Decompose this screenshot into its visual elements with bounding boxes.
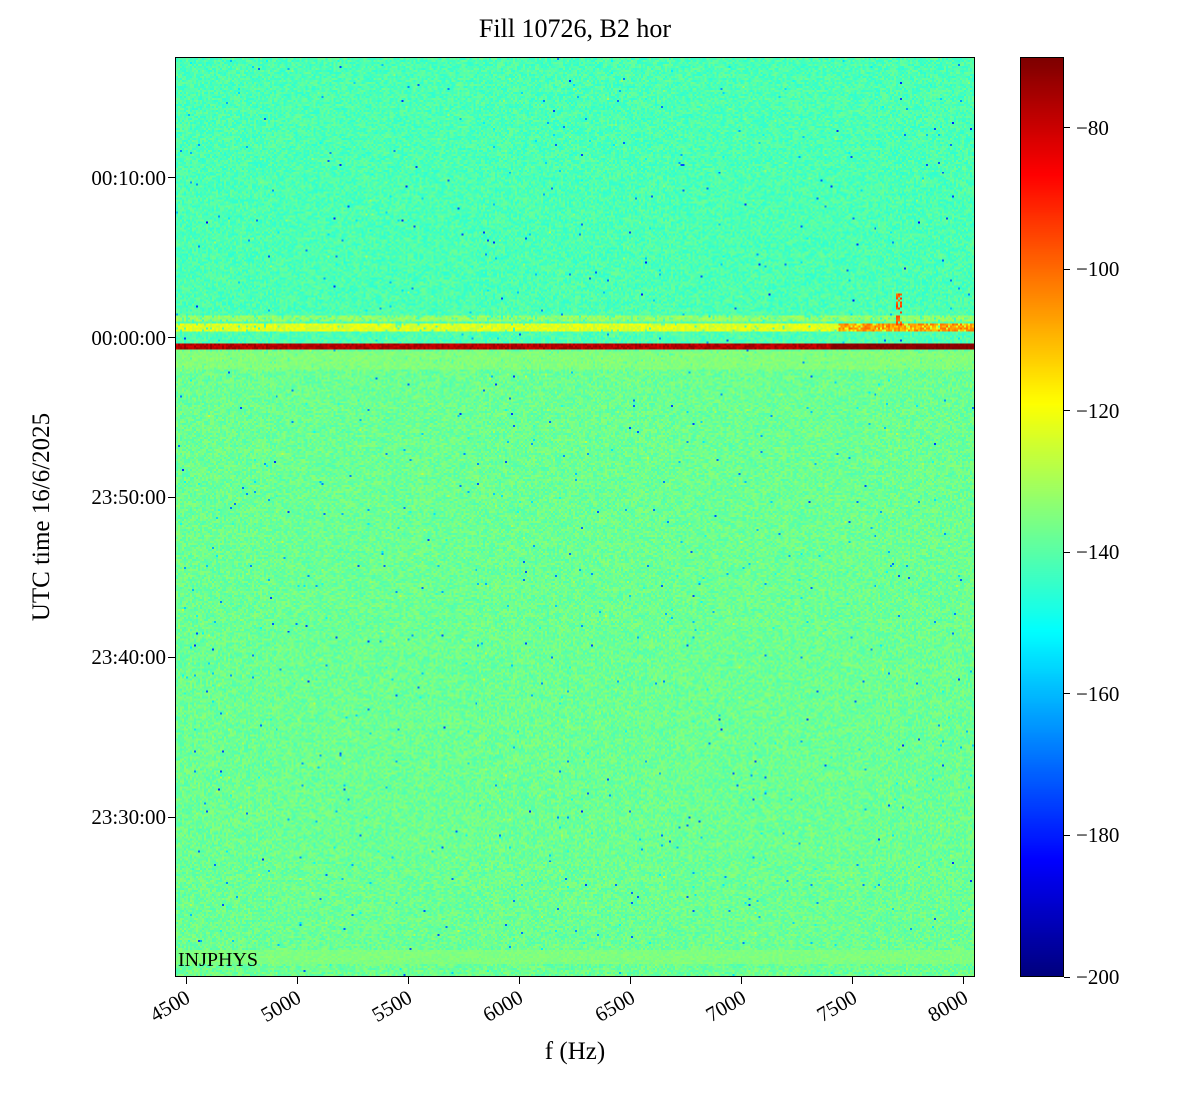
colorbar-tick-label: −80: [1076, 115, 1109, 140]
injphys-annotation: INJPHYS: [178, 949, 259, 971]
x-axis-label: f (Hz): [544, 1038, 606, 1065]
colorbar-tick-label: −120: [1076, 398, 1120, 423]
colorbar-tick-label: −140: [1076, 540, 1120, 565]
colorbar-tick-mark: [1064, 551, 1070, 553]
colorbar-tick-label: −100: [1076, 257, 1120, 282]
x-tick-mark: [630, 977, 632, 984]
y-tick-mark: [168, 337, 175, 339]
x-tick-mark: [741, 977, 743, 984]
colorbar-gradient: [1021, 58, 1063, 976]
colorbar-tick-mark: [1064, 127, 1070, 129]
plot-title: Fill 10726, B2 hor: [478, 14, 672, 43]
colorbar-tick-mark: [1064, 834, 1070, 836]
colorbar: [1020, 57, 1064, 977]
y-tick-mark: [168, 496, 175, 498]
y-axis-label: UTC time 16/6/2025: [28, 412, 55, 622]
x-tick-mark: [296, 977, 298, 984]
y-tick-mark: [168, 177, 175, 179]
x-tick-mark: [518, 977, 520, 984]
colorbar-tick-mark: [1064, 693, 1070, 695]
y-tick-mark: [168, 656, 175, 658]
colorbar-tick-label: −180: [1076, 823, 1120, 848]
colorbar-tick-label: −200: [1076, 965, 1120, 989]
y-tick-mark: [168, 816, 175, 818]
x-tick-mark: [407, 977, 409, 984]
colorbar-tick-mark: [1064, 976, 1070, 978]
colorbar-tick-mark: [1064, 410, 1070, 412]
y-tick-label: 00:00:00: [91, 325, 166, 350]
x-tick-mark: [185, 977, 187, 984]
y-tick-label: 00:10:00: [91, 165, 166, 190]
y-tick-label: 23:50:00: [91, 485, 166, 510]
spectrogram-heatmap: [176, 58, 974, 976]
x-tick-mark: [963, 977, 965, 984]
x-tick-mark: [852, 977, 854, 984]
y-tick-label: 23:40:00: [91, 645, 166, 670]
colorbar-tick-label: −160: [1076, 681, 1120, 706]
y-tick-label: 23:30:00: [91, 805, 166, 829]
colorbar-tick-mark: [1064, 268, 1070, 270]
plot-area: [175, 57, 975, 977]
